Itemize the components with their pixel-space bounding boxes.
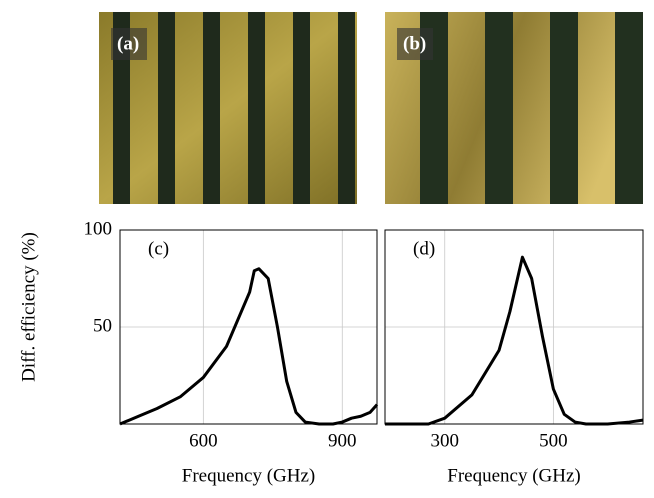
- image-label: (b): [403, 33, 426, 54]
- y-tick-label: 50: [93, 315, 112, 336]
- x-tick-label: 900: [328, 430, 357, 451]
- x-tick-label: 500: [539, 430, 568, 451]
- image-label: (a): [117, 33, 139, 54]
- x-axis-label: Frequency (GHz): [182, 465, 315, 486]
- image-b: [385, 12, 643, 204]
- plot-frame: [384, 229, 644, 425]
- annotation: (d): [413, 238, 435, 259]
- y-axis-label: Diff. efficiency (%): [18, 232, 39, 382]
- y-tick-label: 100: [84, 218, 113, 239]
- annotation: (c): [148, 238, 169, 259]
- plot-frame: [119, 229, 378, 425]
- x-tick-label: 600: [189, 430, 218, 451]
- x-tick-label: 300: [430, 430, 459, 451]
- x-axis-label: Frequency (GHz): [447, 465, 580, 486]
- data-line: [385, 255, 644, 426]
- data-line: [119, 267, 379, 426]
- image-a: [99, 12, 357, 204]
